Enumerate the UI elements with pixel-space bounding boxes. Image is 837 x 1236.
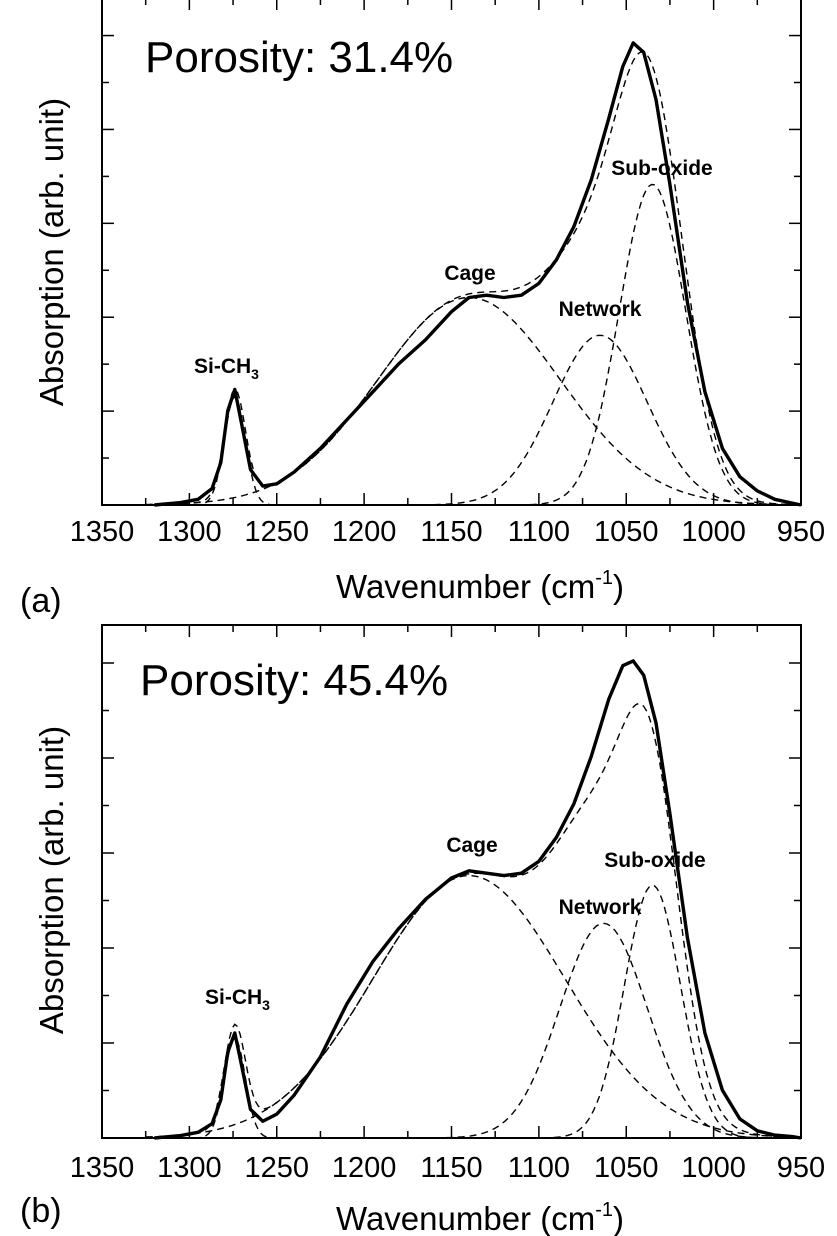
peak-label-cage: Cage <box>444 262 495 285</box>
x-tick-label: 950 <box>777 516 825 548</box>
series-fit-si-ch3 <box>145 395 791 506</box>
series-fit-sub-oxide <box>145 183 791 506</box>
x-tick-label: 950 <box>777 1152 825 1184</box>
x-tick-label: 1300 <box>157 1152 222 1184</box>
series-fit-envelope <box>145 702 791 1138</box>
peak-label-network: Network <box>559 896 642 919</box>
x-tick-label: 1050 <box>594 516 659 548</box>
series-fit-network <box>145 922 791 1139</box>
y-axis-title: Absorption (arb. unit) <box>33 726 70 1034</box>
x-tick-label: 1350 <box>70 516 135 548</box>
x-tick-labels: 1350 1300 1250 1200 1150 1100 1050 1000 950 <box>70 1152 825 1184</box>
series-fit-sub-oxide <box>145 884 791 1139</box>
peak-label-network: Network <box>559 298 642 321</box>
x-tick-label: 1100 <box>508 1152 570 1184</box>
x-tick-label: 1250 <box>244 516 309 548</box>
tick-marks <box>101 0 802 505</box>
x-tick-label: 1200 <box>332 516 397 548</box>
x-tick-labels: 1350 1300 1250 1200 1150 1100 1050 1000 950 <box>70 516 825 548</box>
x-tick-label: 1050 <box>594 1152 659 1184</box>
x-tick-label: 1350 <box>70 1152 135 1184</box>
series-fit-cage <box>145 296 791 506</box>
peak-label-si-ch3: Si-CH3 <box>205 986 270 1013</box>
peak-label-si-ch3: Si-CH3 <box>194 355 259 382</box>
series-measured <box>154 41 802 507</box>
x-tick-label: 1150 <box>420 1152 482 1184</box>
panel-a: 1350 1300 1250 1200 1150 1100 1050 1000 950 Poro… <box>20 0 825 620</box>
series-fit-envelope <box>145 51 791 506</box>
x-tick-label: 1250 <box>244 1152 309 1184</box>
curves <box>145 659 802 1140</box>
x-tick-label: 1200 <box>332 1152 397 1184</box>
porosity-annotation: Porosity: 31.4% <box>145 33 453 82</box>
x-tick-label: 1300 <box>157 516 222 548</box>
peak-label-sub-oxide: Sub-oxide <box>604 849 706 872</box>
x-axis-title: Wavenumber (cm-1) <box>336 1199 624 1236</box>
x-axis-title: Wavenumber (cm-1) <box>336 567 624 605</box>
peak-label-sub-oxide: Sub-oxide <box>611 157 713 180</box>
y-axis-title: Absorption (arb. unit) <box>33 98 70 406</box>
panel-label: (a) <box>20 582 62 620</box>
series-measured <box>154 659 802 1140</box>
curves <box>145 41 802 507</box>
x-tick-label: 1000 <box>681 516 746 548</box>
x-tick-label: 1150 <box>420 516 482 548</box>
panel-b: 1350 1300 1250 1200 1150 1100 1050 1000 950 Poro… <box>20 624 825 1236</box>
porosity-annotation: Porosity: 45.4% <box>140 656 448 705</box>
x-tick-label: 1000 <box>681 1152 746 1184</box>
peak-label-cage: Cage <box>446 834 497 857</box>
x-tick-label: 1100 <box>508 516 570 548</box>
series-fit-cage <box>145 874 791 1138</box>
panel-label: (b) <box>20 1192 62 1230</box>
